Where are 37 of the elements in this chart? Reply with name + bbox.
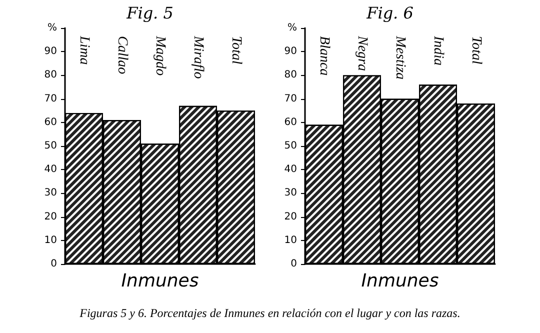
- x-tick-label: Total: [228, 36, 244, 64]
- x-tick-label: Magdo: [152, 35, 168, 76]
- text: Figuras 5 y 6. Porcentajes de Inmunes en relación con el lugar y con las razas.: [78, 306, 462, 321]
- y-tick-label: 70: [44, 93, 57, 104]
- y-tick-label: 20: [284, 211, 297, 222]
- x-axis-title: Inmunes: [121, 270, 199, 292]
- y-tick-label: %: [287, 22, 297, 34]
- x-tick-label: India: [430, 35, 446, 66]
- x-tick-label: Negra: [354, 35, 370, 71]
- y-tick-label: 90: [284, 46, 297, 58]
- y-tick-label: 10: [284, 234, 297, 246]
- y-tick-label: 10: [44, 234, 57, 246]
- x-tick-label: Mestiza: [392, 35, 408, 80]
- x-tick-label: Miraflo: [190, 35, 206, 79]
- y-tick-label: 0: [50, 258, 57, 270]
- y-tick-label: 70: [284, 93, 297, 104]
- y-tick-label: 90: [44, 46, 57, 58]
- y-tick-label: 20: [44, 211, 57, 222]
- y-tick-label: 30: [284, 188, 297, 199]
- y-tick-label: 80: [44, 70, 57, 81]
- x-tick-label: Total: [468, 36, 484, 64]
- y-tick-label: 50: [284, 140, 297, 152]
- x-tick-label: Callao: [114, 36, 130, 74]
- y-tick-label: 30: [44, 188, 57, 199]
- y-tick-label: 40: [284, 164, 297, 176]
- x-axis-title: Inmunes: [361, 270, 439, 292]
- y-tick-label: 50: [44, 140, 57, 152]
- x-tick-label: Blanca: [316, 36, 332, 76]
- y-tick-label: 60: [284, 116, 297, 128]
- y-tick-label: 80: [284, 70, 297, 81]
- y-tick-label: 60: [44, 116, 57, 128]
- chart-title: Fig. 5: [126, 4, 174, 22]
- x-tick-label: Lima: [76, 35, 92, 65]
- y-tick-label: 0: [290, 258, 297, 270]
- chart-title: Fig. 6: [366, 4, 414, 22]
- y-tick-label: %: [47, 22, 57, 34]
- y-tick-label: 40: [44, 164, 57, 176]
